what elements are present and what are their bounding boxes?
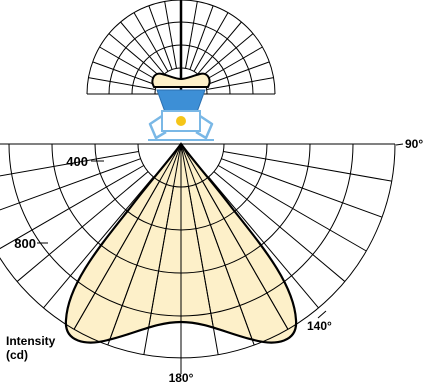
angle-label-180: 180° — [169, 371, 194, 385]
lower-grid-spoke — [0, 150, 139, 177]
upper-grid-spoke — [189, 5, 214, 70]
lower-grid-spoke — [223, 150, 392, 182]
upper-grid-spoke — [120, 21, 165, 75]
upper-grid-spoke — [148, 5, 173, 70]
upper-distribution-curve — [151, 72, 211, 88]
upper-grid-spoke — [108, 33, 162, 78]
lower-grid-spoke — [0, 165, 145, 250]
upper-polar-grid — [86, 0, 276, 95]
intensity-unit-label: (cd) — [6, 348, 28, 362]
lower-grid-spoke — [16, 171, 149, 282]
upper-grid-spoke — [133, 12, 169, 72]
radius-label-800: 800 — [14, 236, 36, 251]
upper-grid-spoke — [193, 12, 229, 72]
lower-grid-spoke — [221, 158, 383, 218]
lower-inner-spoke — [143, 144, 182, 343]
upper-grid-spoke — [203, 46, 263, 82]
leader-90 — [395, 143, 404, 146]
lower-grid-spoke — [0, 158, 141, 211]
lower-inner-spoke — [180, 144, 255, 343]
upper-grid-spoke — [99, 46, 159, 82]
lower-inner-spoke — [107, 144, 182, 343]
upper-grid-spoke — [206, 77, 274, 90]
upper-grid-spoke — [205, 61, 270, 86]
lower-inner-spoke — [65, 144, 182, 182]
upper-grid-spoke — [197, 21, 242, 75]
lower-distribution-curve — [64, 142, 298, 344]
angle-label-90: 90° — [405, 137, 423, 151]
radius-label-400: 400 — [66, 154, 88, 169]
lower-inner-spoke — [180, 144, 289, 330]
upper-grid-spoke — [164, 1, 177, 69]
lower-grid-spoke — [213, 171, 346, 282]
lower-inner-spoke — [73, 144, 182, 330]
upper-grid-spoke — [92, 61, 157, 86]
lower-grid-spoke — [43, 176, 154, 309]
upper-grid-spoke — [185, 1, 198, 69]
lower-grid-spoke — [208, 176, 319, 309]
lower-inner-spoke — [180, 144, 219, 343]
lower-grid-spoke — [217, 165, 367, 252]
intensity-label: Intensity — [6, 334, 56, 348]
leader-140 — [317, 310, 327, 319]
upper-grid-spoke — [200, 33, 254, 78]
floodlight-icon — [148, 89, 214, 141]
upper-grid-spoke — [88, 77, 156, 90]
angle-label-140: 140° — [307, 319, 332, 333]
